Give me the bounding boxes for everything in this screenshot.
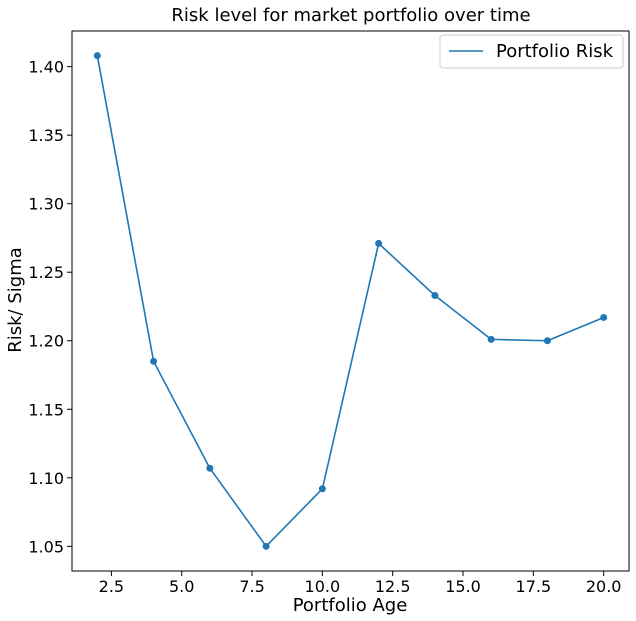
data-point (262, 542, 270, 550)
data-point (600, 313, 608, 321)
plot-area-frame (71, 30, 630, 572)
legend-box (439, 34, 624, 69)
x-tick-label: 17.5 (516, 577, 552, 596)
y-axis-label: Risk/ Sigma (5, 247, 26, 353)
legend-label-portfolio-risk: Portfolio Risk (496, 41, 614, 62)
y-tick-label: 1.35 (28, 126, 64, 145)
y-axis: 1.05 1.10 1.15 1.20 1.25 1.30 1.35 1.40 (28, 58, 72, 556)
data-point (487, 335, 495, 343)
y-tick-label: 1.40 (28, 58, 64, 77)
x-tick-label: 10.0 (305, 577, 341, 596)
data-point (318, 485, 326, 493)
series-layer (93, 52, 608, 550)
data-point (375, 239, 383, 247)
chart-title: Risk level for market portfolio over tim… (171, 5, 530, 26)
x-axis-label: Portfolio Age (293, 595, 408, 616)
y-tick-label: 1.15 (28, 400, 64, 419)
data-point (431, 292, 439, 300)
y-tick-label: 1.10 (28, 469, 64, 488)
legend: Portfolio Risk (439, 34, 624, 69)
x-tick-label: 12.5 (375, 577, 411, 596)
data-point (206, 464, 214, 472)
x-tick-label: 15.0 (445, 577, 481, 596)
data-point (93, 52, 101, 60)
series-line-portfolio-risk (96, 55, 604, 548)
y-tick-label: 1.30 (28, 195, 64, 214)
y-tick-label: 1.05 (28, 537, 64, 556)
data-point (150, 357, 158, 365)
x-tick-label: 7.5 (239, 577, 264, 596)
x-axis: 2.5 5.0 7.5 10.0 12.5 15.0 17.5 20.0 (99, 571, 622, 596)
x-tick-label: 20.0 (586, 577, 622, 596)
x-tick-label: 2.5 (99, 577, 124, 596)
y-tick-label: 1.25 (28, 263, 64, 282)
x-tick-label: 5.0 (169, 577, 194, 596)
y-tick-label: 1.20 (28, 332, 64, 351)
data-point (543, 337, 551, 345)
